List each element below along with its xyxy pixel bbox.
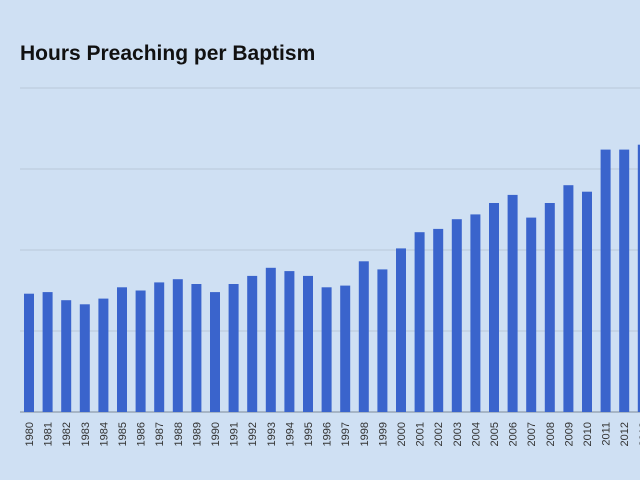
bar-1990 — [210, 292, 220, 412]
bar-2000 — [396, 248, 406, 412]
bar-2009 — [563, 185, 574, 412]
x-tick-label: 1995 — [303, 422, 315, 446]
bar-2002 — [433, 228, 444, 412]
bar-2007 — [526, 217, 537, 412]
bar-1989 — [191, 284, 202, 412]
bar-1984 — [98, 298, 109, 412]
bar-2013 — [637, 144, 640, 412]
chart-title: Hours Preaching per Baptism — [20, 42, 315, 65]
x-tick-label: 2006 — [508, 422, 520, 446]
x-tick-label: 2000 — [396, 422, 408, 446]
bar-2001 — [414, 232, 425, 412]
x-tick-label: 2011 — [601, 422, 613, 446]
bar-1994 — [284, 271, 295, 412]
bar-1998 — [358, 261, 369, 412]
bar-1982 — [61, 300, 72, 412]
bar-1987 — [154, 282, 165, 412]
x-tick-label: 2001 — [415, 422, 427, 446]
x-tick-label: 1983 — [80, 422, 92, 446]
x-tick-label: 1997 — [340, 422, 352, 446]
bar-1991 — [228, 284, 239, 412]
bar-1988 — [172, 279, 183, 412]
bar-1999 — [377, 269, 388, 412]
bar-1997 — [340, 285, 351, 412]
x-tick-label: 2003 — [452, 422, 464, 446]
x-tick-label: 2009 — [563, 422, 575, 446]
bar-2003 — [451, 219, 462, 412]
x-tick-label: 1996 — [322, 422, 334, 446]
x-tick-label: 1986 — [136, 422, 148, 446]
x-tick-label: 1990 — [210, 422, 222, 446]
x-tick-label: 2008 — [545, 422, 557, 446]
bar-1996 — [321, 287, 332, 412]
bar-1992 — [247, 275, 258, 412]
x-tick-label: 2005 — [489, 422, 501, 446]
bar-1981 — [42, 292, 53, 412]
x-tick-label: 2002 — [433, 422, 445, 446]
x-tick-label: 1992 — [247, 422, 259, 446]
bar-2008 — [544, 203, 555, 412]
bar-1983 — [79, 304, 90, 412]
x-tick-label: 1998 — [359, 422, 371, 446]
x-tick-label: 2007 — [526, 422, 538, 446]
x-tick-label: 2013 — [638, 422, 640, 446]
bars — [24, 144, 640, 412]
x-tick-label: 1985 — [117, 422, 129, 446]
x-tick-label: 2004 — [470, 422, 482, 446]
x-tick-label: 1982 — [61, 422, 73, 446]
bar-2011 — [600, 149, 611, 412]
bar-1995 — [303, 275, 313, 412]
x-tick-labels: 1980 1981 1982 1983 1984 1985 1986 1987 1988 1989… — [24, 422, 640, 446]
bar-1985 — [117, 287, 127, 412]
bar-1986 — [135, 290, 146, 412]
x-tick-label: 1980 — [24, 422, 36, 446]
bar-2010 — [582, 191, 592, 412]
bar-2006 — [507, 194, 518, 412]
bar-2004 — [470, 214, 481, 412]
bar-1980 — [24, 293, 34, 412]
x-tick-label: 1987 — [154, 422, 166, 446]
x-tick-label: 1991 — [229, 422, 241, 446]
x-tick-label: 2010 — [582, 422, 594, 446]
x-tick-label: 1989 — [191, 422, 203, 446]
x-tick-label: 1981 — [43, 422, 55, 446]
x-tick-label: 1988 — [173, 422, 185, 446]
x-tick-label: 1994 — [284, 422, 296, 446]
x-tick-label: 1993 — [266, 422, 278, 446]
x-tick-label: 1984 — [98, 422, 110, 446]
bar-2005 — [489, 203, 499, 412]
bar-1993 — [265, 267, 276, 412]
x-tick-label: 2012 — [619, 422, 631, 446]
x-tick-label: 1999 — [377, 422, 389, 446]
bar-2012 — [619, 149, 630, 412]
